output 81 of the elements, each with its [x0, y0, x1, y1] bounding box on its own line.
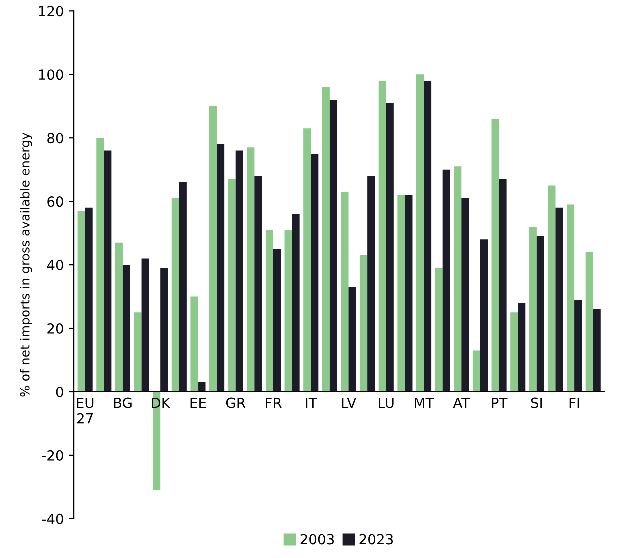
legend-label: 2003 — [300, 534, 334, 545]
bar — [228, 179, 236, 392]
y-tick-label: 0 — [56, 386, 64, 398]
bar — [160, 268, 168, 392]
bar — [284, 230, 292, 392]
legend-label: 2023 — [360, 534, 394, 545]
bar — [304, 128, 312, 392]
bar — [435, 268, 443, 392]
bar — [586, 252, 594, 392]
bar — [386, 103, 394, 392]
bar — [198, 382, 206, 392]
x-tick-label: AT — [453, 398, 470, 408]
bar — [593, 309, 601, 392]
bar — [104, 150, 112, 392]
y-tick-label: -20 — [42, 450, 64, 461]
bar — [273, 249, 282, 392]
x-tick-label: FI — [570, 398, 580, 408]
bar — [548, 186, 556, 392]
bar — [179, 182, 187, 392]
bar — [322, 87, 330, 392]
x-tick-label: BG — [114, 398, 132, 408]
bar — [454, 166, 462, 392]
bar — [416, 74, 424, 392]
bar — [574, 300, 582, 392]
y-tick-label: 120 — [39, 6, 64, 17]
bar — [78, 211, 86, 392]
bar — [462, 198, 470, 392]
bar — [142, 258, 150, 392]
bar — [122, 265, 130, 392]
bar — [405, 195, 413, 392]
x-tick-label: IT — [306, 398, 318, 408]
bar — [529, 226, 537, 392]
y-tick-label: 60 — [48, 196, 64, 208]
bar — [236, 150, 244, 392]
bar — [360, 256, 368, 392]
bar — [518, 303, 526, 392]
bar — [311, 154, 319, 392]
x-tick-label: GR — [226, 398, 246, 408]
x-tick-label: SI — [531, 398, 542, 408]
x-tick-label: PT — [492, 398, 508, 408]
bar — [536, 236, 544, 392]
bar — [492, 119, 500, 392]
x-tick-label: EU 27 — [77, 398, 94, 424]
x-tick-label: LU — [379, 398, 394, 408]
bar — [254, 176, 262, 392]
x-tick-label: DK — [152, 398, 171, 408]
y-tick-label: -40 — [42, 514, 64, 524]
bar — [499, 179, 507, 392]
bar — [348, 287, 356, 392]
x-tick-label: EE — [190, 398, 206, 408]
bar — [567, 204, 575, 392]
bar — [510, 312, 518, 392]
bar — [85, 208, 93, 392]
bar — [217, 144, 225, 392]
bar — [330, 100, 338, 392]
y-tick-label: 40 — [47, 260, 64, 271]
y-tick-label: 80 — [48, 133, 64, 144]
bar — [480, 240, 488, 392]
bar — [134, 312, 142, 392]
bar — [96, 138, 104, 392]
bar — [210, 106, 218, 392]
bar — [368, 176, 376, 392]
bar — [266, 230, 274, 392]
bar — [115, 242, 123, 392]
bar — [378, 80, 386, 392]
bar — [247, 148, 255, 392]
bar — [424, 80, 432, 392]
bar — [398, 195, 406, 392]
bar — [472, 350, 480, 392]
bar — [190, 296, 198, 392]
x-tick-label: MT — [415, 398, 434, 408]
y-axis-title: % of net imports in gross available energy — [20, 132, 32, 397]
bar — [341, 192, 349, 392]
y-tick-label: 100 — [39, 70, 64, 80]
bar — [292, 214, 300, 392]
x-tick-label: FR — [266, 398, 282, 408]
bar — [556, 208, 564, 392]
y-tick-label: 20 — [48, 323, 64, 334]
bar — [442, 170, 450, 392]
x-tick-label: LV — [342, 398, 356, 408]
bar — [172, 198, 180, 392]
